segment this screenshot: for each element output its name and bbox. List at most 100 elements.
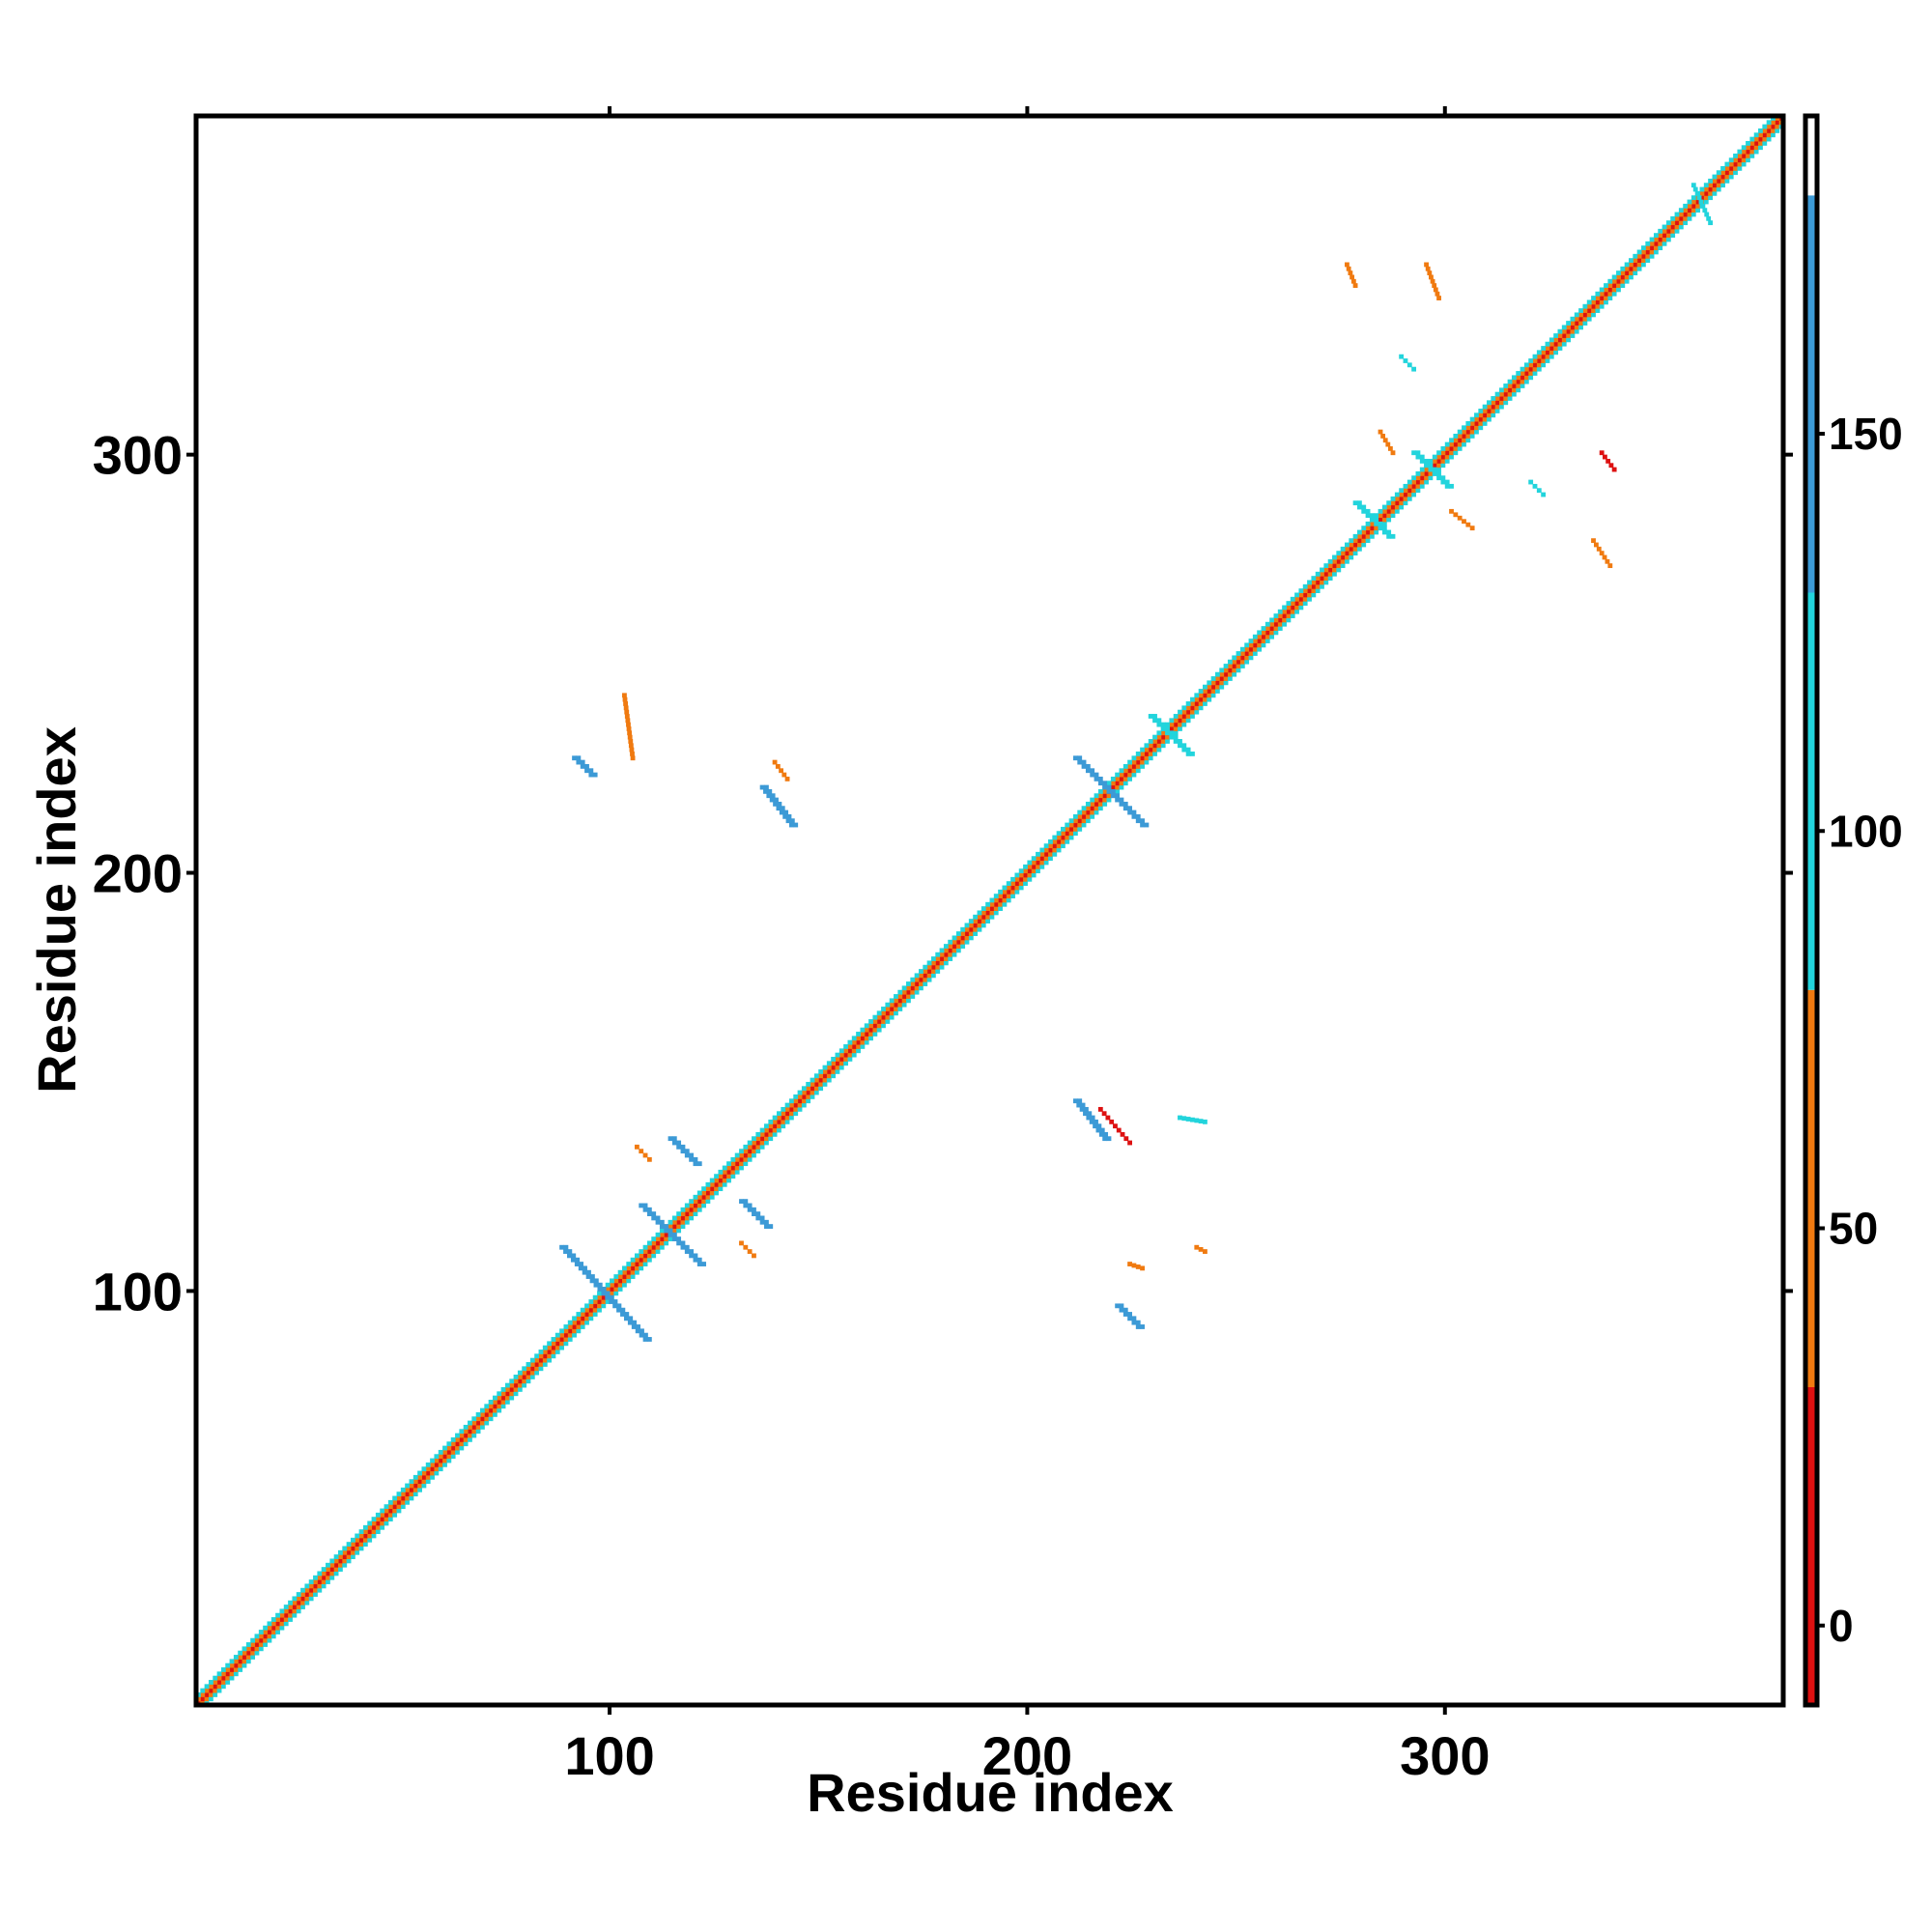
- heatmap-cell: [1261, 634, 1266, 639]
- heatmap-cell: [1094, 772, 1099, 778]
- heatmap-cell: [1557, 341, 1563, 347]
- heatmap-cell: [985, 901, 990, 907]
- heatmap-cell: [326, 1562, 330, 1568]
- heatmap-cell: [597, 1294, 602, 1300]
- heatmap-cell: [1052, 851, 1058, 857]
- heatmap-cell: [801, 1102, 807, 1108]
- heatmap-cell: [1536, 362, 1542, 368]
- heatmap-cell: [743, 1161, 749, 1167]
- heatmap-cell: [529, 1370, 535, 1376]
- heatmap-cell: [1236, 664, 1241, 668]
- heatmap-cell: [1140, 752, 1145, 756]
- heatmap-cell: [1574, 312, 1579, 318]
- heatmap-cell: [333, 1562, 339, 1568]
- heatmap-cell: [726, 1174, 731, 1179]
- heatmap-cell: [964, 931, 970, 936]
- heatmap-cell: [1223, 668, 1229, 673]
- heatmap-cell: [1302, 592, 1308, 598]
- heatmap-cell: [468, 1433, 472, 1438]
- heatmap-cell: [1758, 140, 1763, 146]
- heatmap-cell: [588, 1312, 594, 1317]
- heatmap-cell: [455, 1449, 460, 1455]
- heatmap-cell: [610, 1287, 614, 1292]
- heatmap-cell: [1749, 149, 1755, 155]
- heatmap-cell: [588, 1303, 594, 1309]
- heatmap-cell: [801, 1090, 807, 1095]
- heatmap-cell: [617, 1274, 623, 1279]
- heatmap-cell: [1741, 157, 1747, 163]
- heatmap-cell: [492, 1411, 497, 1417]
- heatmap-cell: [1156, 722, 1162, 727]
- heatmap-cell: [651, 1249, 657, 1254]
- heatmap-cell: [1411, 366, 1417, 372]
- heatmap-cell: [864, 1023, 869, 1029]
- heatmap-cell: [868, 1019, 873, 1024]
- heatmap-cell: [220, 1680, 226, 1685]
- heatmap-cell: [622, 1278, 627, 1284]
- heatmap-cell: [1198, 689, 1204, 694]
- colorbar-tick-label: 50: [1829, 1204, 1878, 1254]
- heatmap-cell: [1503, 400, 1509, 406]
- heatmap-cell: [1065, 835, 1070, 840]
- heatmap-cell: [1096, 1123, 1102, 1129]
- heatmap-cell: [292, 1600, 298, 1605]
- heatmap-cell: [838, 1048, 844, 1054]
- heatmap-cell: [1607, 563, 1613, 569]
- heatmap-cell: [1181, 743, 1187, 749]
- heatmap-cell: [1152, 734, 1157, 740]
- heatmap-cell: [1178, 739, 1182, 744]
- heatmap-cell: [355, 1549, 360, 1555]
- heatmap-cell: [263, 1625, 269, 1631]
- heatmap-cell: [1545, 346, 1550, 351]
- heatmap-cell: [1294, 592, 1299, 598]
- heatmap-cell: [529, 1362, 535, 1367]
- heatmap-cell: [1728, 157, 1734, 163]
- heatmap-cell: [1173, 714, 1179, 719]
- heatmap-cell: [329, 1558, 335, 1564]
- heatmap-cell: [1378, 508, 1383, 514]
- heatmap-cell: [1014, 872, 1020, 878]
- heatmap-cell: [1269, 621, 1275, 627]
- heatmap-cell: [296, 1600, 301, 1605]
- heatmap-cell: [463, 1433, 469, 1438]
- heatmap-cell: [1536, 488, 1542, 494]
- heatmap-cell: [1487, 404, 1492, 410]
- colorbar-band: [1805, 592, 1817, 990]
- heatmap-cell: [1031, 864, 1037, 869]
- heatmap-cell: [1185, 718, 1191, 724]
- heatmap-cell: [1724, 161, 1730, 167]
- heatmap-cell: [387, 1504, 393, 1510]
- heatmap-cell: [1766, 128, 1772, 133]
- heatmap-cell: [968, 931, 974, 936]
- heatmap-cell: [676, 1224, 682, 1229]
- heatmap-cell: [918, 977, 923, 982]
- heatmap-cell: [655, 1219, 661, 1225]
- heatmap-cell: [275, 1621, 280, 1627]
- heatmap-cell: [1611, 274, 1617, 280]
- heatmap-cell: [216, 1680, 222, 1685]
- heatmap-cell: [764, 1140, 769, 1146]
- heatmap-cell: [1127, 1316, 1133, 1321]
- heatmap-cell: [894, 1002, 898, 1008]
- heatmap-cell: [1094, 1119, 1098, 1124]
- heatmap-cell: [1356, 504, 1362, 510]
- heatmap-cell: [258, 1634, 264, 1639]
- heatmap-cell: [1507, 396, 1513, 401]
- heatmap-cell: [628, 739, 634, 744]
- heatmap-cell: [1591, 299, 1596, 305]
- heatmap-cell: [831, 1065, 837, 1070]
- heatmap-cell: [1165, 722, 1170, 727]
- heatmap-cell: [584, 1316, 589, 1321]
- heatmap-cell: [1290, 609, 1295, 614]
- heatmap-cell: [1219, 668, 1225, 673]
- heatmap-cell: [1097, 788, 1103, 794]
- heatmap-cell: [358, 1542, 364, 1547]
- heatmap-cell: [668, 1219, 673, 1225]
- heatmap-cell: [676, 1240, 682, 1246]
- heatmap-cell: [930, 964, 936, 970]
- heatmap-cell: [579, 1262, 584, 1266]
- heatmap-cell: [1077, 818, 1083, 824]
- heatmap-cell: [220, 1667, 226, 1672]
- heatmap-cell: [468, 1436, 472, 1442]
- heatmap-cell: [1065, 831, 1070, 837]
